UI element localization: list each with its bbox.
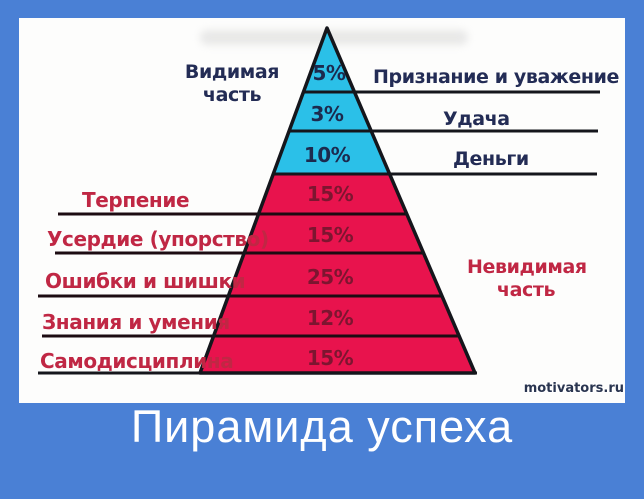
- pyramid-outline: [198, 26, 477, 375]
- poster-title: Пирамида успеха: [130, 401, 514, 452]
- layer-label-luck: Удача: [443, 108, 510, 130]
- section-label-invisible: Невидимая часть: [467, 256, 587, 301]
- layer-pct-7: 15%: [306, 346, 354, 370]
- watermark: motivators.ru: [523, 381, 624, 396]
- section-label-visible: Видимая часть: [184, 61, 280, 106]
- layer-pct-0: 5%: [312, 61, 346, 85]
- layer-label-knowledge: Знания и умения: [42, 310, 230, 334]
- layer-pct-1: 3%: [310, 102, 344, 126]
- blurred-watermark-smudge: [200, 30, 468, 45]
- layer-pct-6: 12%: [306, 306, 354, 330]
- layer-label-money: Деньги: [453, 148, 529, 170]
- layer-label-mistakes: Ошибки и шишки: [45, 269, 246, 293]
- layer-label-diligence: Усердие (упорство): [47, 227, 269, 251]
- pyramid-invisible-section: [200, 174, 475, 373]
- layer-label-self-discipline: Самодисциплина: [40, 349, 234, 373]
- layer-label-patience: Терпение: [82, 188, 190, 212]
- layer-pct-4: 15%: [306, 223, 354, 247]
- layer-label-recognition: Признание и уважение: [373, 66, 620, 88]
- layer-pct-2: 10%: [303, 143, 351, 167]
- layer-pct-5: 25%: [306, 265, 354, 289]
- layer-pct-3: 15%: [306, 182, 354, 206]
- pyramid-visible-section: [273, 28, 389, 174]
